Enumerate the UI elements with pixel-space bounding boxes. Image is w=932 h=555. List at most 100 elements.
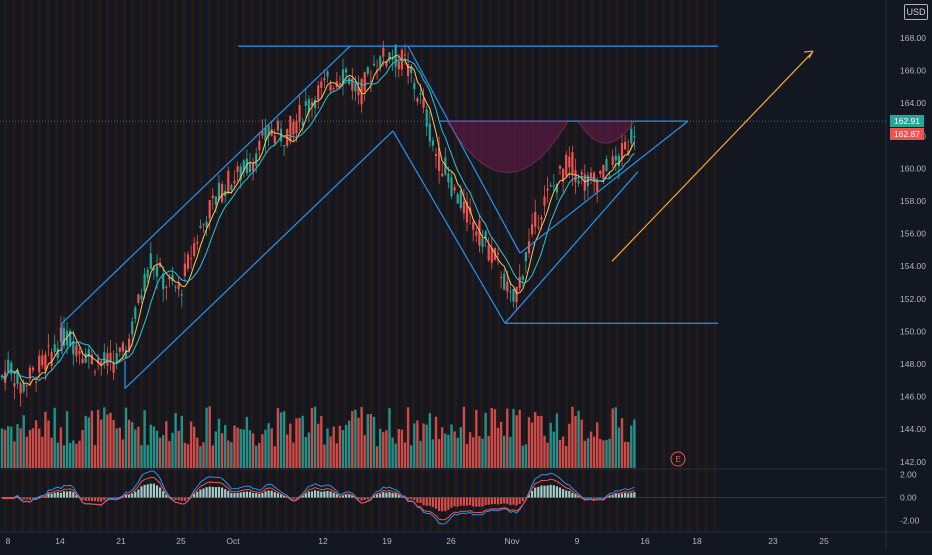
candle-body: [94, 372, 96, 373]
candle-body: [463, 201, 465, 213]
oscillator-bar: [516, 498, 518, 506]
candle-body: [196, 242, 198, 244]
candle-body: [227, 171, 229, 193]
volume-bar: [528, 417, 530, 468]
candle-body: [454, 187, 456, 190]
oscillator-bar: [224, 489, 226, 497]
volume-bar: [568, 424, 570, 468]
x-tick-label: 9: [575, 536, 580, 546]
candle-body: [7, 360, 9, 373]
candle-body: [426, 109, 428, 126]
candle-body: [432, 140, 434, 145]
oscillator-bar: [202, 488, 204, 497]
volume-bar: [258, 443, 260, 468]
volume-bar: [450, 424, 452, 468]
candle-body: [29, 368, 31, 379]
oscillator-tick-label: 2.00: [900, 470, 917, 480]
oscillator-bar: [419, 498, 421, 503]
currency-badge[interactable]: USD: [904, 4, 928, 20]
candle-down: [299, 94, 301, 131]
candle-body: [348, 78, 350, 84]
candle-body: [106, 353, 108, 365]
x-tick-label: 18: [692, 536, 702, 546]
candle-body: [147, 270, 149, 278]
oscillator-bar: [593, 498, 595, 499]
volume-bar: [81, 430, 83, 468]
oscillator-bar: [128, 495, 130, 498]
volume-bar: [215, 431, 217, 468]
candle-body: [320, 81, 322, 88]
candle-up: [103, 343, 105, 368]
volume-bar: [413, 423, 415, 468]
candle-body: [522, 276, 524, 280]
x-tick-label: 8: [6, 536, 11, 546]
volume-bar: [246, 417, 248, 468]
volume-bar: [581, 420, 583, 468]
oscillator-bar: [630, 493, 632, 498]
volume-bar: [478, 436, 480, 468]
x-tick-label: 26: [446, 536, 456, 546]
candle-body: [593, 173, 595, 182]
volume-bar: [460, 427, 462, 468]
volume-bar: [596, 422, 598, 468]
oscillator-bar: [233, 493, 235, 498]
volume-bar: [494, 409, 496, 468]
prev-price-badge-text: 162.87: [894, 129, 920, 139]
oscillator-bar: [587, 498, 589, 499]
candle-body: [299, 105, 301, 122]
candle-body: [116, 353, 118, 362]
oscillator-bar: [144, 485, 146, 498]
volume-bar: [212, 446, 214, 468]
y-tick-label: 158.00: [900, 196, 926, 206]
volume-bar: [236, 428, 238, 468]
oscillator-bar: [159, 487, 161, 497]
y-tick-label: 156.00: [900, 229, 926, 239]
volume-bar: [562, 436, 564, 468]
oscillator-bar: [450, 498, 452, 508]
candle-body: [41, 355, 43, 365]
volume-bar: [181, 416, 183, 468]
volume-bar: [156, 431, 158, 468]
volume-bar: [44, 412, 46, 468]
oscillator-bar: [435, 498, 437, 509]
volume-bar: [404, 442, 406, 468]
candle-down: [534, 200, 536, 235]
oscillator-bar: [385, 493, 387, 498]
oscillator-bar: [497, 498, 499, 505]
candle-body: [156, 266, 158, 276]
volume-bar: [78, 441, 80, 468]
volume-bar: [54, 408, 56, 468]
oscillator-bar: [599, 498, 601, 499]
candle-body: [292, 122, 294, 135]
x-tick-label: 23: [768, 536, 778, 546]
oscillator-bar: [627, 493, 629, 497]
volume-bar: [159, 438, 161, 468]
oscillator-bar: [395, 493, 397, 497]
volume-bar: [168, 441, 170, 468]
candle-body: [457, 194, 459, 203]
volume-bar: [277, 408, 279, 468]
volume-bar: [463, 407, 465, 468]
candle-body: [435, 154, 437, 156]
oscillator-bar: [175, 498, 177, 500]
candle-body: [150, 253, 152, 269]
volume-bar: [286, 434, 288, 468]
oscillator-bar: [82, 498, 84, 501]
candle-up: [605, 155, 607, 172]
y-tick-label: 146.00: [900, 392, 926, 402]
oscillator-bar: [237, 493, 239, 498]
volume-bar: [515, 415, 517, 468]
volume-bar: [571, 407, 573, 468]
oscillator-bar: [218, 487, 220, 498]
volume-bar: [94, 445, 96, 468]
candle-up: [246, 150, 248, 176]
oscillator-bar: [429, 498, 431, 506]
volume-bar: [72, 440, 74, 468]
volume-bar: [385, 430, 387, 468]
candle-down: [119, 347, 121, 357]
candle-down: [221, 181, 223, 204]
earnings-marker-label: E: [675, 455, 680, 464]
